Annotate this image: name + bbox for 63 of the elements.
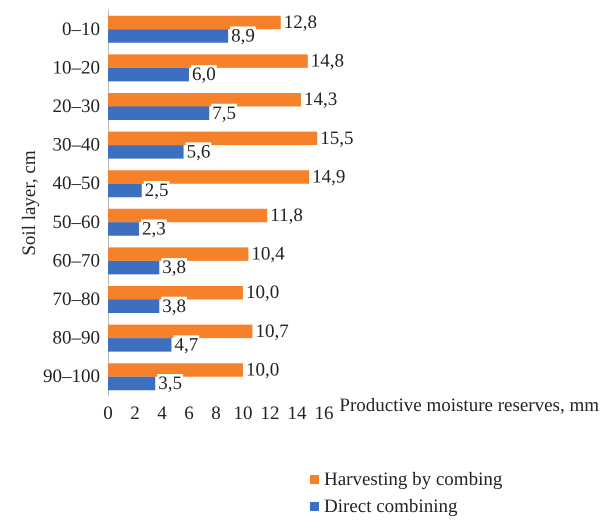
y-axis-title: Soil layer, cm [19,150,40,256]
y-tick-label: 80–90 [52,328,100,349]
data-label: 3,8 [162,257,186,278]
data-label: 2,3 [142,218,166,240]
data-label: 10,0 [246,282,280,304]
bar [108,260,160,274]
data-label: 8,9 [231,26,255,47]
data-label: 7,5 [212,102,236,124]
bar [108,106,210,120]
x-tick-label: 2 [130,403,140,424]
data-label: 14,9 [312,166,346,188]
bar [108,29,228,43]
x-tick-label: 8 [211,403,221,424]
bar [108,92,302,106]
data-label: 11,8 [270,205,303,226]
legend-label: Harvesting by combing [324,469,503,490]
x-tick-label: 12 [260,403,280,424]
bar [108,338,172,352]
y-tick-label: 20–30 [52,96,100,117]
x-tick-label: 6 [184,403,194,424]
y-tick-label: 90–100 [43,366,100,388]
x-tick-label: 14 [287,403,307,424]
bar [108,286,243,300]
data-label: 12,8 [284,12,318,34]
y-tick-label: 30–40 [52,134,100,156]
bar [108,170,310,184]
y-tick-label: 10–20 [52,57,100,78]
data-label: 14,8 [310,50,344,72]
legend-label: Direct combining [324,496,458,517]
data-label: 10,0 [246,359,280,380]
y-tick-label: 40–50 [52,173,100,194]
y-tick-label: 50–60 [52,212,100,233]
bar [108,16,281,30]
x-axis-title: Productive moisture reserves, mm [339,395,600,416]
y-tick-label: 70–80 [52,289,100,310]
x-tick-label: 16 [314,403,334,424]
y-tick-label: 60–70 [52,250,100,272]
data-label: 3,5 [158,372,182,394]
bar [108,68,189,82]
data-label: 4,7 [174,334,198,356]
data-label: 14,3 [304,89,338,110]
bar [108,247,248,261]
bar [108,54,308,68]
x-tick-label: 10 [233,403,252,424]
bar [108,376,156,390]
bar [108,145,184,159]
bar [108,222,140,236]
data-label: 2,5 [144,180,168,201]
y-tick-label: 0–10 [62,18,100,40]
bar [108,184,142,198]
data-label: 10,4 [251,244,286,265]
data-label: 15,5 [320,128,354,149]
bar [108,363,243,377]
bar [108,132,318,146]
bar [108,208,268,222]
data-label: 5,6 [186,141,210,162]
data-label: 10,7 [255,320,289,342]
bar [108,300,160,314]
data-label: 3,8 [162,296,186,317]
x-tick-label: 4 [157,403,168,424]
data-label: 6,0 [192,64,216,86]
bar [108,324,252,338]
x-tick-label: 0 [103,403,113,424]
